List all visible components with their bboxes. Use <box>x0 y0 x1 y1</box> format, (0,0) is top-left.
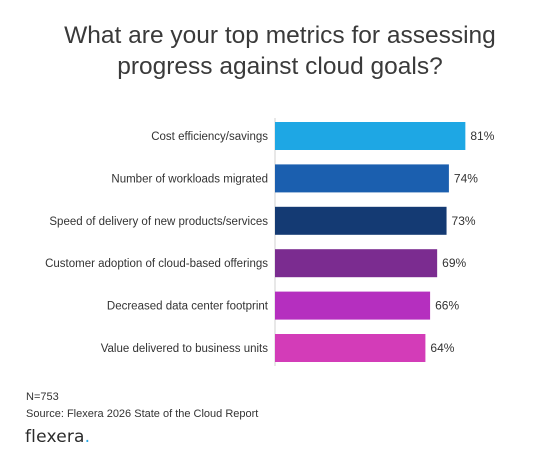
category-label-3: Speed of delivery of new products/servic… <box>49 216 268 228</box>
bar-4 <box>275 249 438 278</box>
bar-2 <box>275 164 449 193</box>
value-label-6: 64% <box>430 341 454 355</box>
chart-footer: N=753 Source: Flexera 2026 State of the … <box>26 389 258 423</box>
sample-size: N=753 <box>26 391 59 403</box>
chart-title-line-1: What are your top metrics for assessing <box>64 22 496 49</box>
value-label-5: 66% <box>435 299 459 313</box>
bar-6 <box>275 334 426 362</box>
value-label-3: 73% <box>452 214 476 228</box>
value-label-4: 69% <box>442 256 466 270</box>
logo-dot: . <box>84 427 91 447</box>
category-label-4: Customer adoption of cloud-based offerin… <box>45 258 268 270</box>
value-label-1: 81% <box>470 129 494 143</box>
category-label-2: Number of workloads migrated <box>111 173 268 185</box>
source-note: Source: Flexera 2026 State of the Cloud … <box>26 408 259 420</box>
value-label-2: 74% <box>454 171 478 185</box>
category-label-1: Cost efficiency/savings <box>151 131 268 143</box>
flexera-logo: flexera. <box>25 427 90 447</box>
bar-5 <box>275 291 431 320</box>
chart-title: What are your top metrics for assessing … <box>0 20 560 82</box>
category-label-5: Decreased data center footprint <box>107 301 269 313</box>
category-label-6: Value delivered to business units <box>101 343 269 355</box>
chart-title-line-2: progress against cloud goals? <box>117 53 443 80</box>
logo-text: flexera <box>25 427 85 447</box>
bar-3 <box>275 206 447 235</box>
bar-1 <box>275 122 466 150</box>
